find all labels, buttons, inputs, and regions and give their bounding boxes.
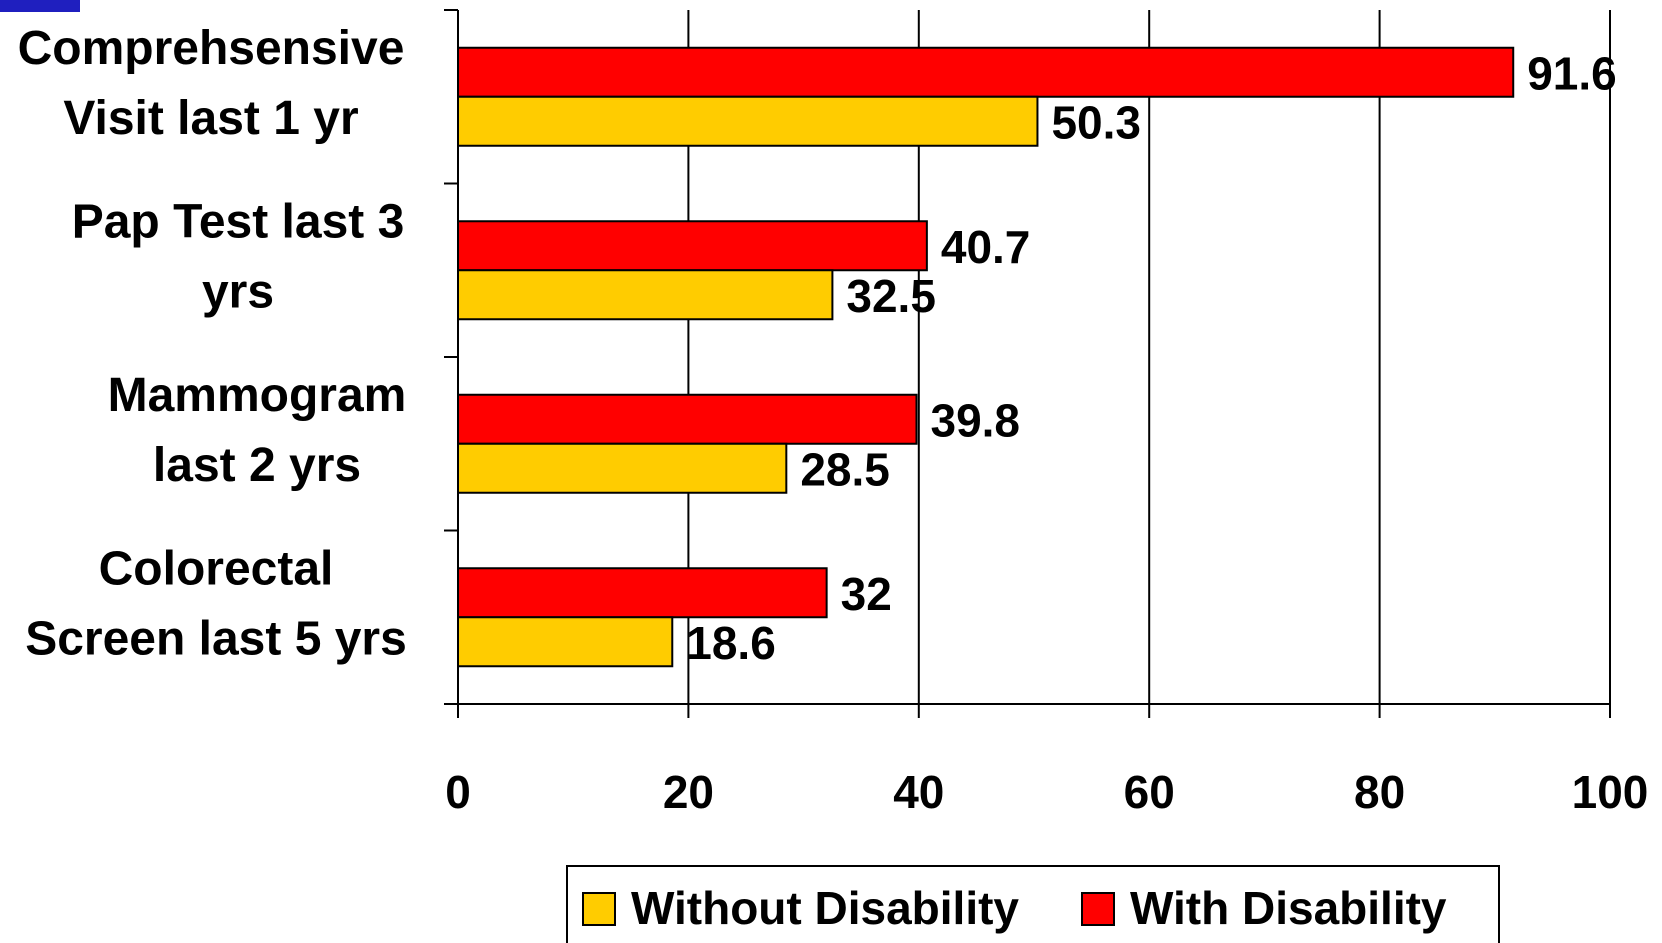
- x-tick-labels: 0 20 40 60 80 100: [445, 766, 1648, 818]
- data-labels: 91.6 50.3 40.732.5 39.8 28.5 32 18.6: [686, 47, 1616, 669]
- bar: [457, 46, 1515, 98]
- category-label: Screen last 5 yrs: [25, 612, 407, 665]
- x-tick-label: 40: [893, 766, 944, 818]
- category-labels: Comprehsensive Visit last 1 yr Pap Test la…: [18, 22, 407, 666]
- corner-accent-bar: [0, 0, 80, 12]
- data-label: 91.6: [1527, 47, 1617, 99]
- bar: [457, 95, 1039, 147]
- data-label: 32.5: [846, 270, 936, 322]
- legend-swatch: [582, 892, 616, 926]
- bar: [457, 616, 674, 668]
- bar: [457, 393, 918, 445]
- data-label: 32: [841, 568, 892, 620]
- legend: Without Disability With Disability: [566, 865, 1500, 943]
- category-label: Visit last 1 yr: [63, 92, 358, 145]
- data-label: 18.6: [686, 617, 776, 669]
- data-label: 40.7: [941, 221, 1031, 273]
- x-tick-label: 60: [1124, 766, 1175, 818]
- data-label: 50.3: [1051, 96, 1141, 148]
- bar: [457, 220, 928, 272]
- bars: [457, 46, 1515, 668]
- bar: [457, 442, 788, 494]
- data-label: 39.8: [930, 394, 1020, 446]
- data-label: 28.5: [800, 443, 890, 495]
- x-tick-label: 20: [663, 766, 714, 818]
- category-label: yrs: [202, 265, 274, 318]
- x-tick-label: 80: [1354, 766, 1405, 818]
- legend-box: [566, 865, 1500, 943]
- category-label: last 2 yrs: [153, 439, 361, 492]
- slide-corner-accent: [0, 0, 80, 12]
- bar: [457, 567, 828, 619]
- bar: [457, 269, 834, 321]
- category-label: Mammogram: [108, 369, 407, 422]
- x-tick-label: 100: [1572, 766, 1649, 818]
- x-tick-label: 0: [445, 766, 471, 818]
- legend-label: Without Disability: [631, 882, 1019, 934]
- category-label: Colorectal: [99, 542, 334, 595]
- legend-label: With Disability: [1130, 882, 1447, 934]
- category-label: Comprehsensive: [18, 22, 405, 75]
- legend-swatch: [1081, 892, 1115, 926]
- category-label: Pap Test last 3: [72, 195, 405, 248]
